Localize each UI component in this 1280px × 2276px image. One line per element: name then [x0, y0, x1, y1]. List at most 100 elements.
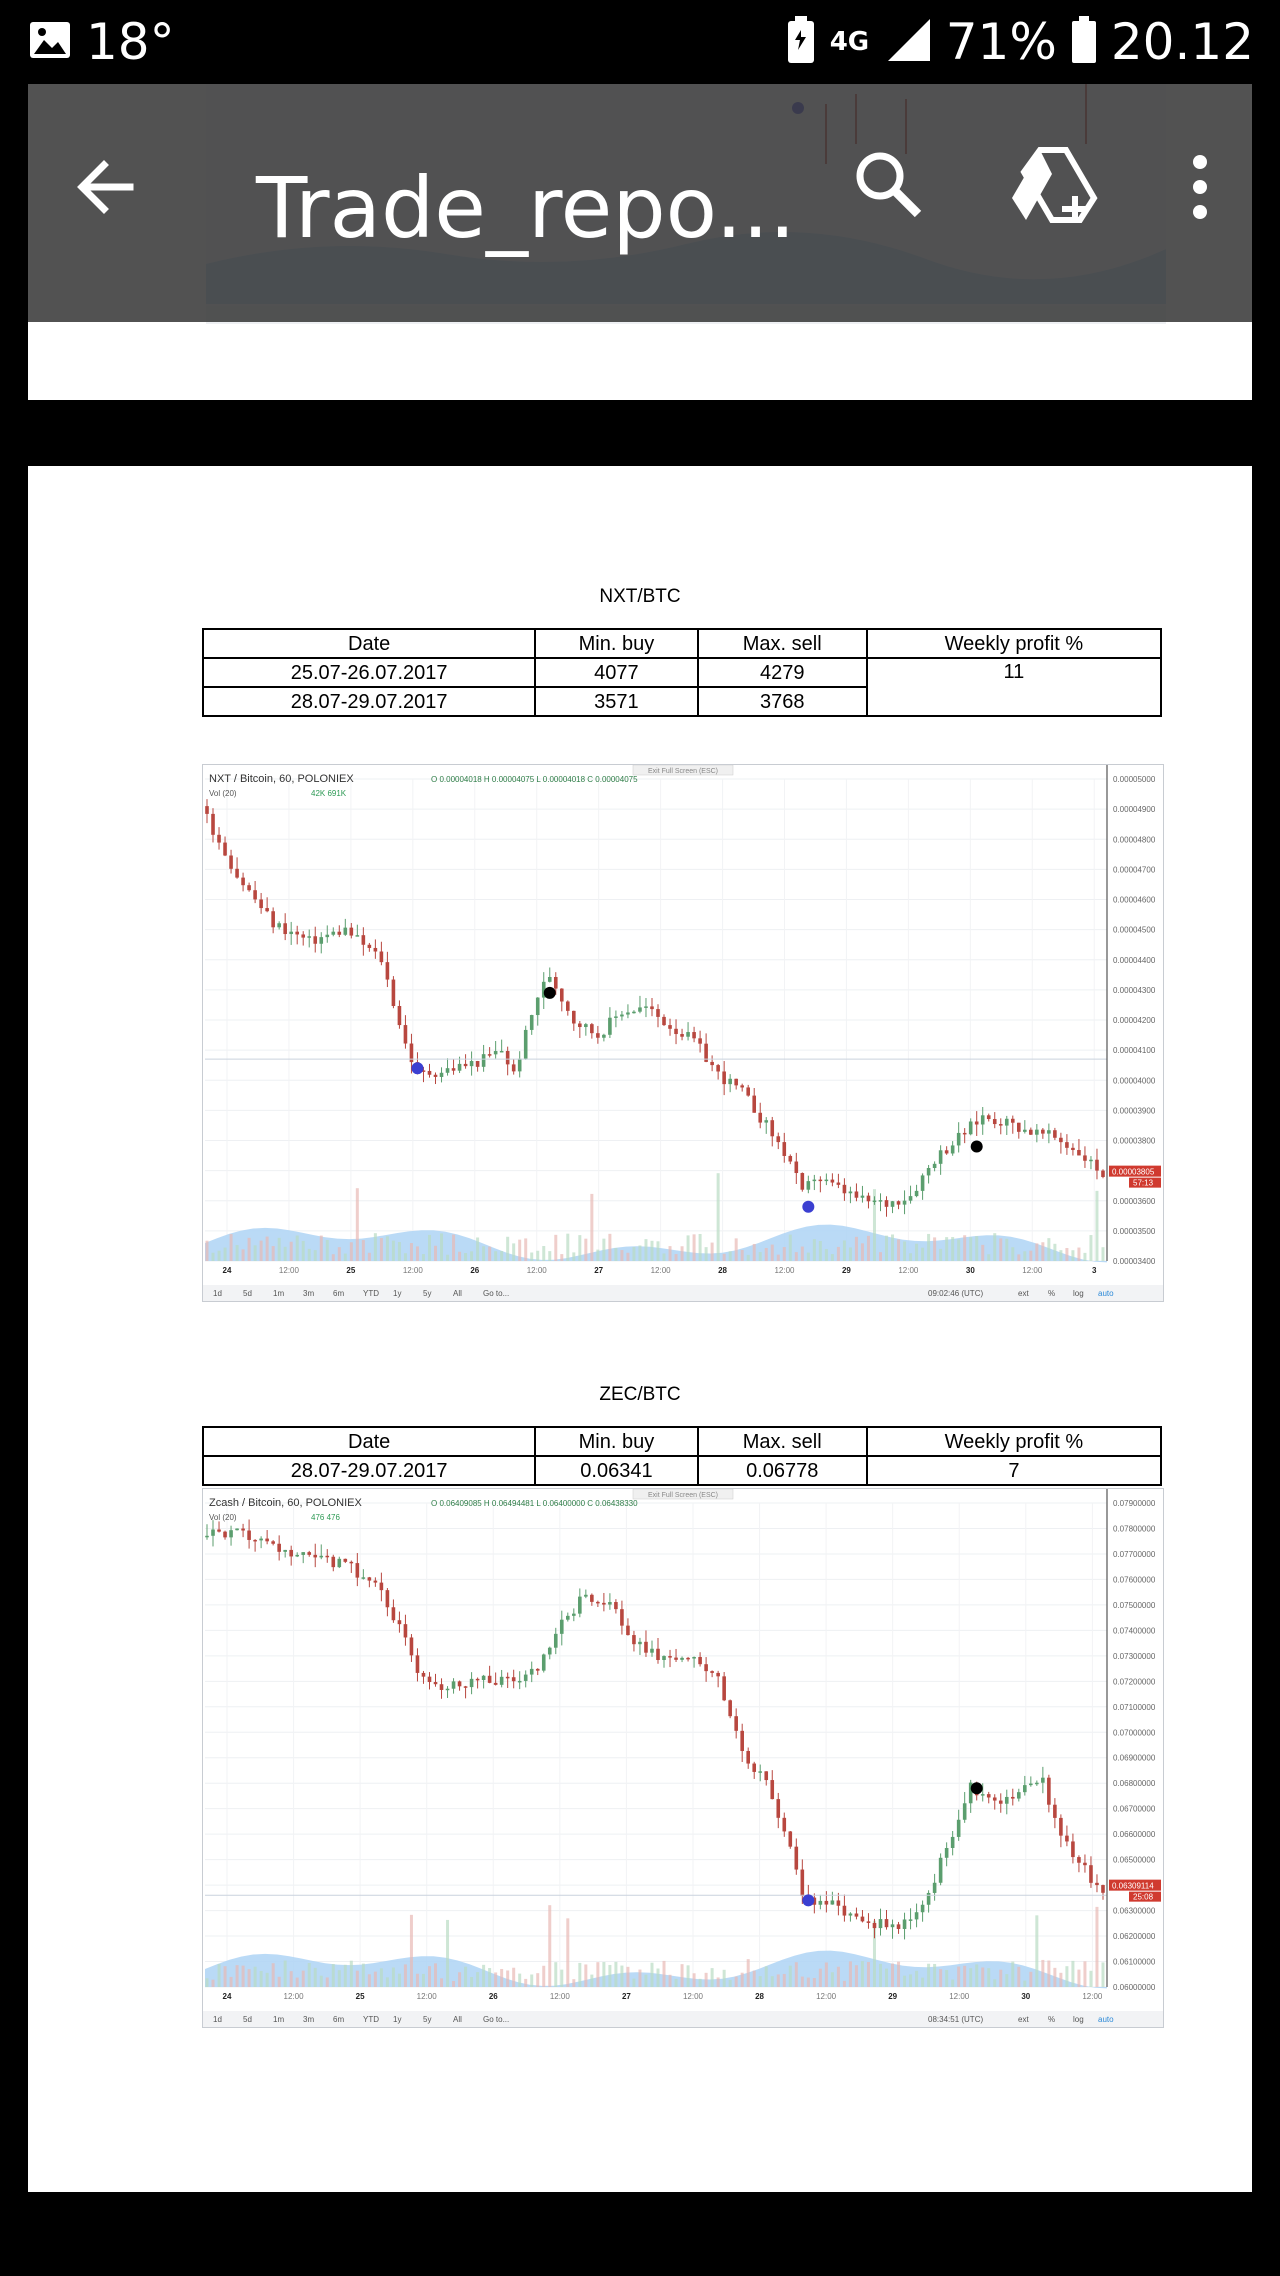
exit-fullscreen-button	[632, 765, 734, 776]
search-icon[interactable]	[848, 144, 928, 224]
volume-bar	[662, 1253, 666, 1261]
document-title: Trade_repo...	[256, 159, 796, 257]
cell-max-sell: 0.06778	[696, 1455, 868, 1486]
volume-bar	[842, 1980, 846, 1987]
volume-bar	[572, 1252, 576, 1261]
candle-body	[812, 1179, 817, 1182]
battery-percent: 71%	[945, 13, 1057, 71]
candle-body	[379, 951, 384, 963]
candle-body	[547, 977, 552, 982]
y-tick-label: 0.00004100	[1113, 1046, 1156, 1055]
candle-body	[872, 1200, 877, 1203]
volume-bar	[1023, 1251, 1027, 1261]
candle-body	[662, 1656, 666, 1661]
volume-bar	[313, 1967, 317, 1987]
candle-body	[986, 1794, 991, 1798]
x-tick-label: 12:00	[279, 1266, 300, 1275]
volume-bar	[211, 1979, 215, 1987]
candle-body	[794, 1161, 799, 1174]
volume-bar	[656, 1241, 660, 1261]
chart-option: %	[1048, 1289, 1055, 1298]
volume-bar	[283, 1960, 287, 1987]
candle-body	[433, 1074, 438, 1077]
candle-body	[806, 1181, 811, 1190]
volume-bar	[710, 1242, 714, 1261]
candle-body	[427, 1070, 432, 1075]
volume-bar	[1035, 1915, 1039, 1987]
candle-body	[890, 1924, 895, 1928]
volume-bar	[872, 1920, 876, 1987]
candle-body	[866, 1921, 871, 1923]
volume-bar	[434, 1963, 438, 1987]
y-tick-label: 0.06200000	[1113, 1932, 1156, 1941]
candle-body	[1059, 1137, 1063, 1143]
volume-bar	[740, 1972, 744, 1987]
candle-body	[1077, 1150, 1081, 1156]
volume-bar	[367, 1974, 371, 1987]
volume-bar	[536, 1250, 540, 1261]
volume-bar	[373, 1971, 377, 1987]
y-tick-label: 0.07300000	[1113, 1652, 1156, 1661]
volume-bar	[933, 1963, 937, 1987]
volume-bar	[927, 1963, 931, 1987]
volume-bar	[602, 1238, 606, 1261]
cell-max-sell: 4279	[696, 657, 868, 688]
candle-body	[373, 1580, 378, 1583]
candle-body	[415, 1655, 420, 1673]
candle-body	[722, 1071, 726, 1085]
back-arrow-icon[interactable]	[70, 152, 140, 222]
y-tick-label: 0.00004300	[1113, 986, 1156, 995]
table-row: 28.07-29.07.2017 3571 3768	[201, 686, 1161, 717]
volume-bar	[957, 1966, 961, 1987]
volume-bar	[331, 1254, 335, 1261]
candle-body	[914, 1912, 919, 1920]
candle-body	[1065, 1835, 1069, 1842]
x-tick-label: 12:00	[898, 1266, 919, 1275]
y-tick-label: 0.07000000	[1113, 1728, 1156, 1737]
more-vert-icon[interactable]	[1190, 152, 1210, 222]
candles	[205, 1519, 1105, 1940]
candle-body	[764, 1771, 769, 1781]
candle-body	[854, 1913, 859, 1917]
candle-body	[782, 1817, 787, 1832]
volume-bar	[993, 1979, 997, 1987]
y-tick-label: 0.00005000	[1113, 775, 1156, 784]
volume-bar	[975, 1236, 979, 1261]
header-max-sell: Max. sell	[696, 1426, 868, 1457]
volume-bar	[716, 1977, 720, 1987]
volume-bar	[644, 1974, 648, 1987]
volume-bar	[325, 1239, 329, 1261]
candle-body	[355, 1563, 360, 1578]
volume-bar	[818, 1241, 822, 1261]
header-min-buy: Min. buy	[534, 1426, 699, 1457]
volume-bar	[686, 1235, 690, 1261]
candle-body	[523, 1029, 528, 1059]
candle-body	[578, 1023, 582, 1028]
candle-body	[319, 1555, 324, 1558]
candle-body	[758, 1771, 763, 1773]
y-tick-label: 0.07400000	[1113, 1626, 1156, 1635]
candle-body	[259, 899, 263, 909]
candle-body	[517, 1058, 522, 1072]
volume-bar	[259, 1240, 263, 1261]
candle-body	[211, 813, 215, 835]
volume-bar	[698, 1233, 702, 1261]
candle-body	[608, 1017, 612, 1035]
volume-bar	[1077, 1969, 1081, 1987]
volume-bar	[584, 1964, 588, 1987]
range-button: Go to...	[483, 2015, 509, 2024]
header-max-sell: Max. sell	[696, 628, 868, 659]
candle-body	[1095, 1882, 1099, 1886]
candle-body	[271, 1541, 275, 1544]
x-tick-label: 25	[356, 1992, 365, 2001]
drive-add-icon[interactable]	[1010, 146, 1100, 226]
candle-body	[331, 931, 336, 935]
candle-body	[379, 1582, 384, 1591]
volume-bar	[1005, 1238, 1009, 1261]
volume-bar	[542, 1246, 546, 1261]
candle-body	[1059, 1817, 1063, 1836]
volume-bar	[969, 1968, 973, 1987]
candle-body	[223, 1531, 227, 1538]
candle-body	[818, 1900, 823, 1905]
candle-body	[950, 1145, 955, 1154]
